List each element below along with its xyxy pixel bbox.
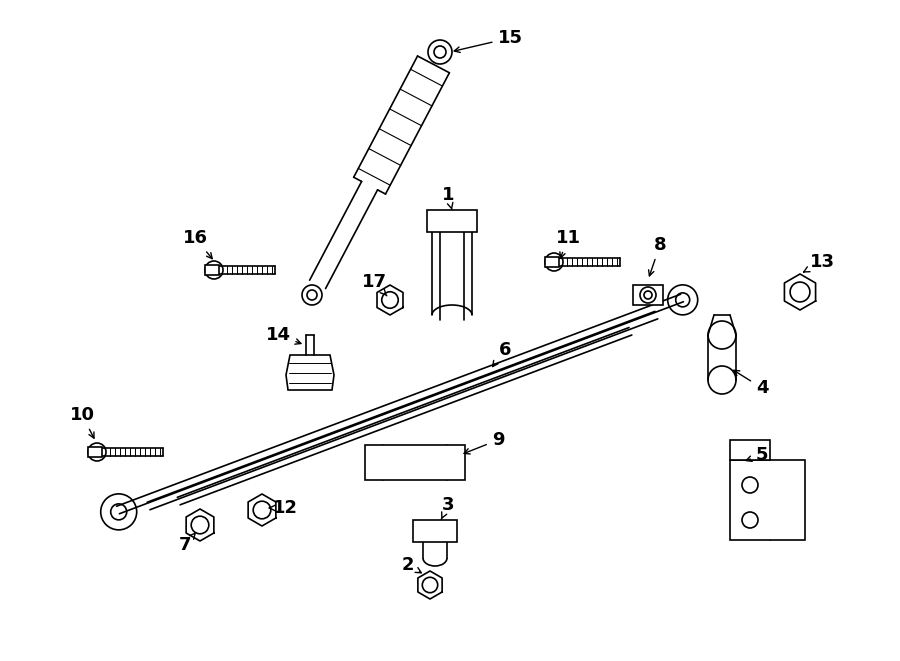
Text: 9: 9	[464, 431, 504, 454]
Text: 14: 14	[266, 326, 301, 344]
Bar	[427, 210, 477, 232]
Bar	[545, 257, 559, 267]
Bar	[88, 447, 102, 457]
Text: 13: 13	[804, 253, 834, 272]
Bar	[730, 460, 805, 540]
Text: 7: 7	[179, 533, 196, 554]
Text: 8: 8	[649, 236, 666, 276]
Text: 4: 4	[734, 370, 769, 397]
Text: 15: 15	[454, 29, 523, 52]
Bar	[730, 440, 770, 460]
Text: 16: 16	[183, 229, 212, 258]
Text: 5: 5	[746, 446, 769, 464]
Bar	[633, 285, 663, 305]
Bar	[413, 520, 457, 542]
Text: 1: 1	[442, 186, 454, 210]
Text: 6: 6	[492, 341, 511, 367]
Text: 10: 10	[69, 406, 94, 438]
Bar	[365, 444, 465, 479]
Text: 11: 11	[555, 229, 580, 258]
Text: 3: 3	[441, 496, 454, 520]
Text: 2: 2	[401, 556, 421, 574]
Bar	[205, 265, 219, 275]
Text: 12: 12	[269, 499, 298, 517]
Text: 17: 17	[362, 273, 387, 296]
